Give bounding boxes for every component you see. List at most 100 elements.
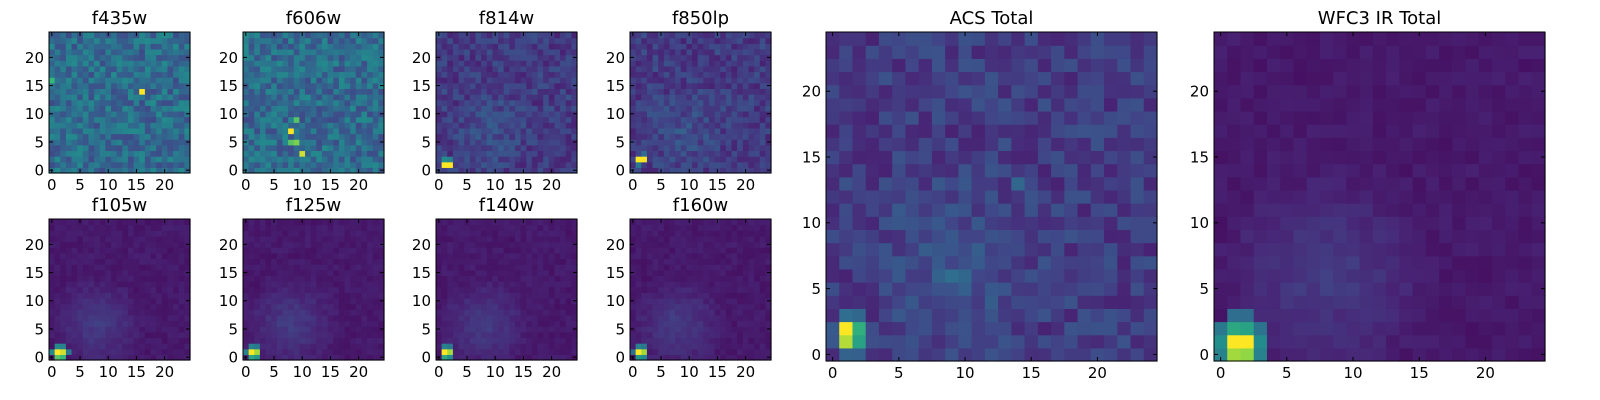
heatmap-cell xyxy=(127,314,135,322)
heatmap-cell xyxy=(475,224,482,231)
heatmap-cell xyxy=(178,127,185,135)
heatmap-cell xyxy=(248,48,255,56)
heatmap-cell xyxy=(714,48,721,56)
heatmap-cell xyxy=(725,133,733,140)
heatmap-cell xyxy=(111,82,118,89)
heatmap-cell xyxy=(184,292,191,299)
heatmap-cell xyxy=(441,281,448,288)
heatmap-cell xyxy=(759,32,766,39)
heatmap-cell xyxy=(378,48,385,56)
heatmap-cell xyxy=(71,337,78,344)
heatmap-cell xyxy=(526,99,533,106)
heatmap-cell xyxy=(486,337,493,344)
x-tick-label: 5 xyxy=(75,176,85,194)
heatmap-cell xyxy=(133,161,140,168)
heatmap-cell xyxy=(458,314,465,322)
heatmap-cell xyxy=(759,82,766,89)
heatmap-cell xyxy=(156,167,163,174)
heatmap-cell xyxy=(276,354,284,361)
heatmap-cell xyxy=(254,167,261,174)
heatmap-cell xyxy=(99,320,106,327)
heatmap-cell xyxy=(243,94,250,101)
heatmap-cell xyxy=(350,32,357,39)
heatmap-cell xyxy=(71,65,78,73)
heatmap-cell xyxy=(265,230,272,237)
heatmap-cell xyxy=(243,286,250,293)
heatmap-cell xyxy=(265,314,272,322)
heatmap-cell xyxy=(71,219,78,226)
heatmap-cell xyxy=(265,337,272,344)
heatmap-cell xyxy=(94,60,101,67)
heatmap-cell xyxy=(697,77,704,84)
heatmap-cell xyxy=(265,224,272,231)
heatmap-cell xyxy=(675,60,682,67)
heatmap-cell xyxy=(720,144,727,152)
heatmap-cell xyxy=(156,354,163,361)
heatmap-cell xyxy=(288,314,295,322)
heatmap-cell xyxy=(184,133,191,140)
heatmap-cell xyxy=(503,156,510,163)
heatmap-cell xyxy=(526,354,533,361)
heatmap-cell xyxy=(641,65,648,73)
heatmap-cell xyxy=(156,116,163,123)
heatmap-cell xyxy=(725,37,733,44)
heatmap-cell xyxy=(737,331,744,339)
heatmap-cell xyxy=(378,99,385,106)
heatmap-cell xyxy=(452,77,460,84)
heatmap-cell xyxy=(514,314,522,322)
heatmap-cell xyxy=(167,258,174,265)
heatmap-cell xyxy=(139,309,146,316)
heatmap-cell xyxy=(630,343,637,350)
heatmap-cell xyxy=(367,320,374,327)
heatmap-cell xyxy=(492,54,499,61)
heatmap-cell xyxy=(361,133,368,140)
heatmap-cell xyxy=(299,297,306,305)
heatmap-cell xyxy=(492,275,499,282)
heatmap-cell xyxy=(111,303,118,310)
heatmap-cell xyxy=(299,326,306,333)
heatmap-cell xyxy=(99,32,106,39)
heatmap-cell xyxy=(531,71,539,78)
heatmap-cell xyxy=(554,167,561,174)
heatmap-cells xyxy=(436,32,578,174)
heatmap-cell xyxy=(344,110,351,118)
heatmap-cell xyxy=(116,88,123,95)
heatmap-cell xyxy=(173,99,180,106)
heatmap-cell xyxy=(663,133,671,140)
heatmap-cell xyxy=(316,354,323,361)
heatmap-cell xyxy=(293,37,300,44)
heatmap-cell xyxy=(71,60,78,67)
heatmap-cell xyxy=(703,150,710,157)
heatmap-cell xyxy=(708,54,716,61)
heatmap-cell xyxy=(367,258,374,265)
heatmap-cell xyxy=(560,105,567,112)
heatmap-cell xyxy=(367,269,374,276)
heatmap-cell xyxy=(714,82,721,89)
heatmap-cell xyxy=(537,77,544,84)
heatmap-cell xyxy=(316,150,323,157)
heatmap-cell xyxy=(675,292,682,299)
heatmap-cell xyxy=(372,269,379,276)
heatmap-cell xyxy=(543,354,550,361)
heatmap-cell xyxy=(355,71,363,78)
heatmap-cell xyxy=(708,326,716,333)
heatmap-cell xyxy=(248,258,255,265)
heatmap-cell xyxy=(436,144,443,152)
heatmap-cell xyxy=(282,309,289,316)
heatmap-cell xyxy=(686,88,693,95)
heatmap-cell xyxy=(464,235,471,243)
heatmap-cell xyxy=(299,37,306,44)
heatmap-cell xyxy=(94,320,101,327)
heatmap-cell xyxy=(355,252,363,260)
heatmap-cell xyxy=(82,275,90,282)
heatmap-cell xyxy=(265,82,272,89)
heatmap-cell xyxy=(669,110,676,118)
heatmap-cell xyxy=(658,326,665,333)
heatmap-cell xyxy=(259,292,267,299)
heatmap-cell xyxy=(652,275,659,282)
heatmap-cell xyxy=(469,48,477,56)
heatmap-cell xyxy=(543,286,550,293)
heatmap-cell xyxy=(99,281,106,288)
heatmap-cell xyxy=(436,88,443,95)
